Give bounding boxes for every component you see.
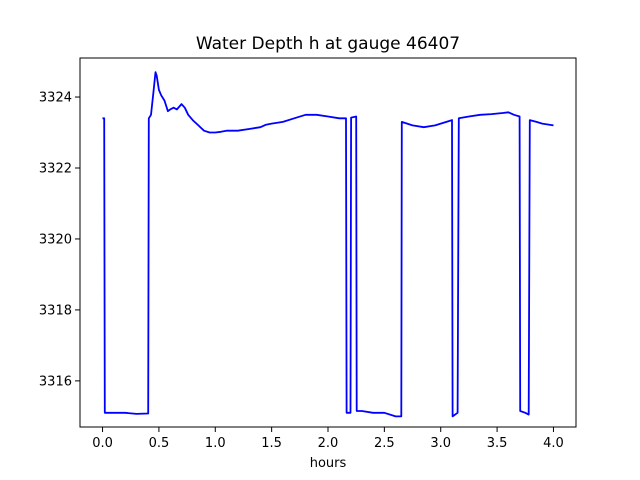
- x-tick-label: 1.0: [205, 436, 226, 451]
- x-tick-label: 2.5: [374, 436, 395, 451]
- x-tick-label: 3.0: [430, 436, 451, 451]
- x-tick-label: 4.0: [543, 436, 564, 451]
- x-tick-label: 2.0: [318, 436, 339, 451]
- x-axis-label: hours: [310, 456, 347, 471]
- x-tick-label: 1.5: [261, 436, 282, 451]
- series-line: [102, 71, 554, 418]
- chart-title: Water Depth h at gauge 46407: [196, 34, 460, 54]
- x-tick-label: 3.5: [487, 436, 508, 451]
- y-tick-label: 3320: [39, 232, 72, 247]
- x-tick-label: 0.5: [149, 436, 170, 451]
- y-tick-label: 3316: [39, 374, 72, 389]
- y-tick-label: 3324: [39, 91, 72, 106]
- y-tick-label: 3322: [39, 161, 72, 176]
- x-tick-label: 0.0: [92, 436, 113, 451]
- y-tick-label: 3318: [39, 303, 72, 318]
- x-axis: 0.0 0.5 1.0 1.5 2.0 2.5 3.0 3.5 4.0: [92, 427, 564, 451]
- y-axis: 3316 3318 3320 3322 3324: [39, 91, 80, 389]
